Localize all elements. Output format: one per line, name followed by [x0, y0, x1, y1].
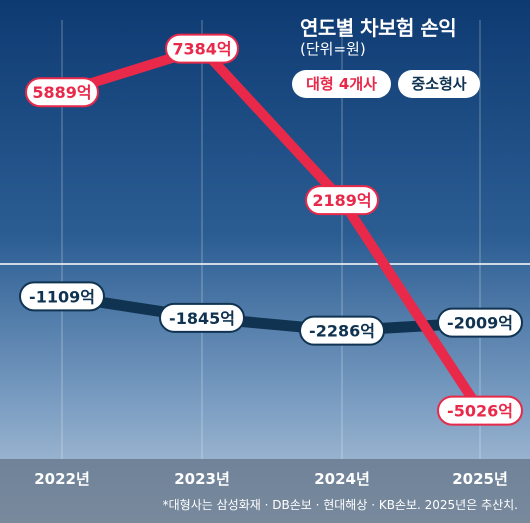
- footer-band: [0, 459, 530, 523]
- x-tick-label: 2025년: [452, 470, 508, 488]
- data-label-pill: [19, 281, 105, 312]
- data-label: 2189억: [312, 191, 371, 210]
- data-label: -2286억: [309, 322, 375, 341]
- series-line-small: [56, 290, 486, 337]
- data-label: -1845억: [169, 309, 235, 328]
- data-label-pill: [299, 315, 385, 346]
- unit-label: (단위=원): [300, 40, 366, 58]
- x-tick-label: 2023년: [174, 470, 230, 488]
- x-tick-label: 2022년: [34, 470, 90, 488]
- data-label-pill: [305, 185, 379, 216]
- footnote: *대형사는 삼성화재 · DB손보 · 현대해상 · KB손보. 2025년은 …: [162, 498, 518, 512]
- x-tick-label: 2024년: [314, 470, 370, 488]
- data-label: 7384억: [172, 40, 231, 59]
- chart-title: 연도별 차보험 손익: [300, 16, 457, 40]
- data-label-pill: [165, 33, 239, 64]
- data-label: -2009억: [447, 314, 513, 333]
- data-label-pill: [159, 302, 245, 333]
- series-line-large: [57, 43, 485, 416]
- legend-large-insurers: 대형 4개사: [292, 70, 391, 98]
- data-label-pill: [25, 77, 99, 108]
- data-label-pill: [437, 395, 523, 426]
- data-label: -1109억: [29, 287, 95, 306]
- data-label: -5026억: [447, 402, 513, 421]
- data-label: 5889억: [32, 83, 91, 102]
- data-label-pill: [437, 307, 523, 338]
- legend-small-insurers: 중소형사: [398, 70, 480, 98]
